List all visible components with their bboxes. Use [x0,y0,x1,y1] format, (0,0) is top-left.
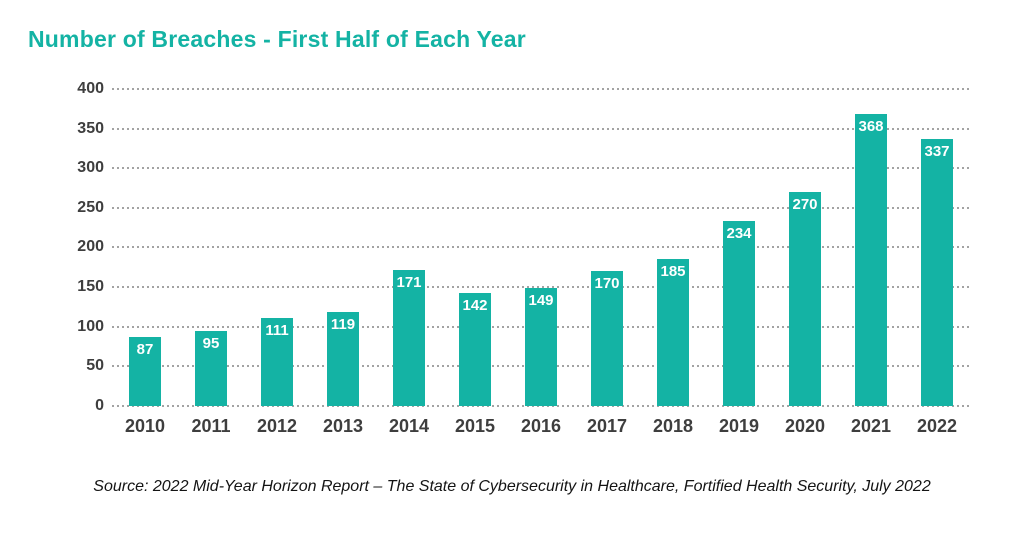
x-tick-label: 2016 [520,416,562,436]
bar-value-label: 142 [462,297,488,314]
bar: 149 [525,288,557,406]
bar-value-label: 119 [330,316,356,333]
bar-column: 142 [442,89,508,406]
bar-column: 368 [838,89,904,406]
x-tick-label: 2022 [916,416,958,436]
bar-column: 185 [640,89,706,406]
bar-value-label: 185 [660,263,686,280]
bar-column: 234 [706,89,772,406]
y-axis: 0 50 100 150 200 250 300 350 400 [0,81,104,414]
x-tick-label: 2017 [586,416,628,436]
x-tick-label: 2018 [652,416,694,436]
bar-column: 119 [310,89,376,406]
bar-value-label: 234 [726,225,752,242]
bar-value-label: 270 [792,196,818,213]
x-tick-label: 2013 [322,416,364,436]
bar-column: 337 [904,89,970,406]
bar-column: 149 [508,89,574,406]
bar-value-label: 368 [858,118,884,135]
bar: 270 [789,192,821,406]
gridline [112,207,970,209]
y-tick-label: 100 [77,318,104,335]
bar-column: 171 [376,89,442,406]
gridline [112,286,970,288]
x-tick-label: 2015 [454,416,496,436]
y-tick-label: 300 [77,159,104,176]
gridline [112,405,970,407]
bar-value-label: 87 [136,341,154,358]
bar: 185 [657,259,689,406]
x-tick-label: 2021 [850,416,892,436]
bar: 337 [921,139,953,406]
bar: 119 [327,312,359,406]
x-axis: 2010 2011 2012 2013 2014 2015 2016 2017 2018 2019… [112,416,970,437]
x-tick-label: 2010 [124,416,166,436]
x-tick-label: 2014 [388,416,430,436]
bar-series: 87 95 111 119 171 142 149 170 185 234 270 368 337 [112,89,970,406]
bar-value-label: 337 [924,143,950,160]
bar-column: 170 [574,89,640,406]
bar-column: 95 [178,89,244,406]
x-tick-label: 2011 [191,416,231,436]
bar: 170 [591,271,623,406]
y-tick-label: 50 [86,357,104,374]
bar-column: 87 [112,89,178,406]
bar: 95 [195,331,227,406]
bar-value-label: 95 [202,335,220,352]
y-tick-label: 350 [77,120,104,137]
bar-column: 111 [244,89,310,406]
x-tick-label: 2012 [256,416,298,436]
bar-value-label: 111 [265,322,289,339]
bar-value-label: 171 [396,274,422,291]
gridline [112,246,970,248]
bar: 234 [723,221,755,406]
x-tick-label: 2020 [784,416,826,436]
chart-title: Number of Breaches - First Half of Each … [28,26,526,52]
y-tick-label: 0 [95,397,104,414]
x-tick-label: 2019 [718,416,760,436]
y-tick-label: 200 [77,238,104,255]
source-caption: Source: 2022 Mid-Year Horizon Report – T… [93,478,931,495]
bar-value-label: 170 [594,275,620,292]
gridline [112,88,970,90]
plot-area: 87 95 111 119 171 142 149 170 185 234 270 368 337 [112,88,970,407]
y-tick-label: 400 [77,80,104,97]
bar-column: 270 [772,89,838,406]
y-tick-label: 150 [77,278,104,295]
gridline [112,128,970,130]
y-tick-label: 250 [77,199,104,216]
bar: 111 [261,318,293,406]
bar: 87 [129,337,161,406]
bar: 142 [459,293,491,406]
gridline [112,167,970,169]
bar-value-label: 149 [528,292,554,309]
bar: 171 [393,270,425,406]
bar: 368 [855,114,887,406]
